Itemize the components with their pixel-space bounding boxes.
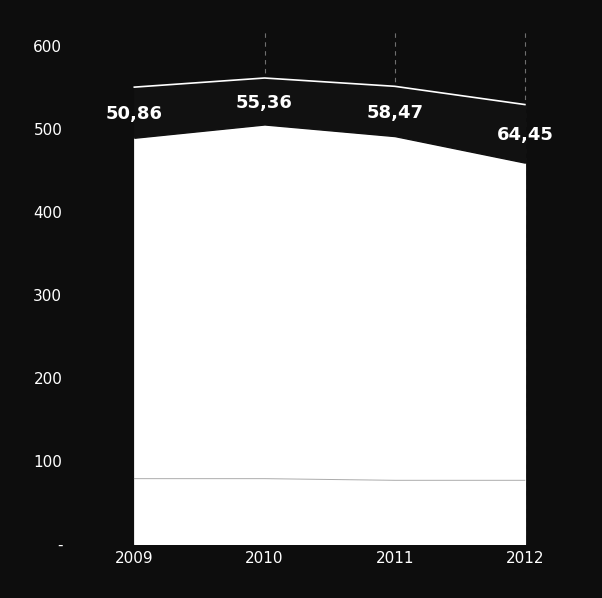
Text: 58,47: 58,47 (366, 104, 423, 122)
Text: 55,36: 55,36 (236, 94, 293, 112)
Text: 64,45: 64,45 (497, 126, 553, 144)
Text: 50,86: 50,86 (106, 105, 163, 123)
